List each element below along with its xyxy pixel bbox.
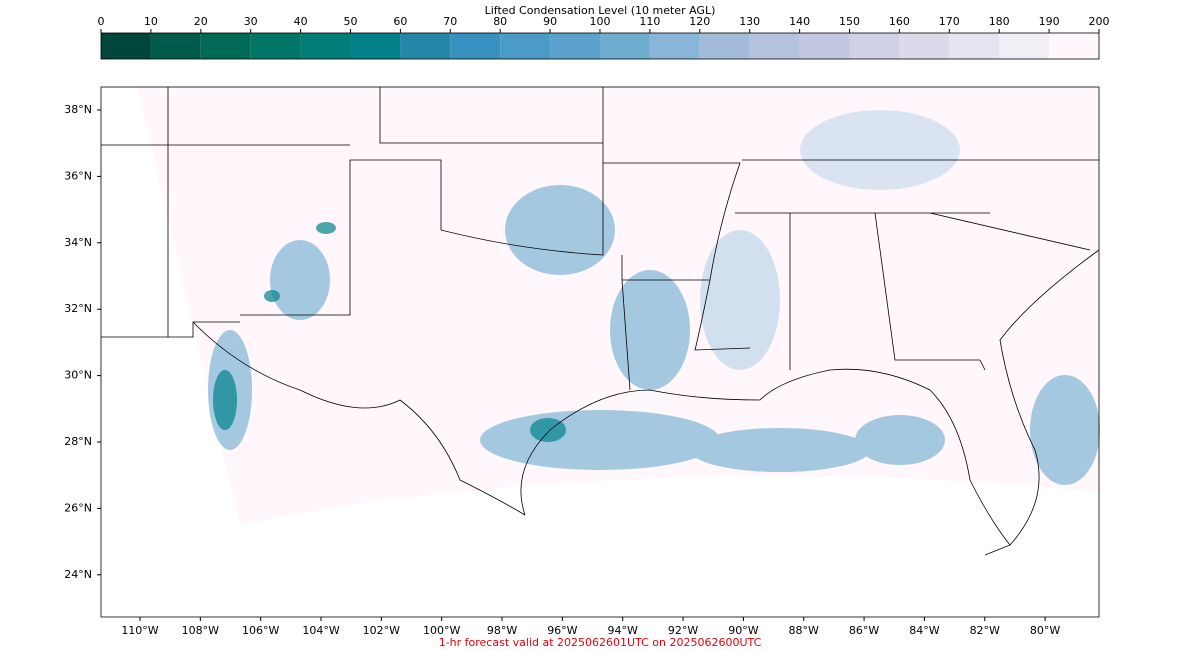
- colorbar-tick-label: 180: [989, 15, 1010, 28]
- map-layer: [100, 86, 1100, 618]
- colorbar-tick-label: 120: [689, 15, 710, 28]
- colorbar-tick-label: 40: [294, 15, 308, 28]
- colorbar-tick-label: 150: [839, 15, 860, 28]
- colorbar-swatch: [1049, 33, 1099, 59]
- colorbar-tick-label: 90: [543, 15, 557, 28]
- colorbar-swatch: [849, 33, 900, 59]
- colorbar-tick-label: 70: [443, 15, 457, 28]
- lat-tick-label: 38°N: [64, 103, 92, 116]
- lon-tick-label: 86°W: [849, 624, 879, 637]
- lon-tick-label: 84°W: [909, 624, 939, 637]
- colorbar-swatch: [101, 33, 151, 59]
- colorbar-swatch: [300, 33, 351, 59]
- lat-tick-label: 30°N: [64, 369, 92, 382]
- colorbar-swatch: [999, 33, 1050, 59]
- colorbar-swatch: [200, 33, 251, 59]
- colorbar-tick-label: 60: [393, 15, 407, 28]
- colorbar-tick-label: 140: [789, 15, 810, 28]
- lat-tick-label: 36°N: [64, 169, 92, 182]
- lat-tick-label: 34°N: [64, 236, 92, 249]
- colorbar-title: Lifted Condensation Level (10 meter AGL): [485, 4, 716, 17]
- colorbar-swatch: [250, 33, 301, 59]
- lon-tick-label: 100°W: [423, 624, 460, 637]
- lat-tick-label: 32°N: [64, 302, 92, 315]
- colorbar-tick-label: 0: [98, 15, 105, 28]
- lon-tick-label: 98°W: [487, 624, 517, 637]
- colorbar-swatch: [749, 33, 800, 59]
- lon-tick-label: 108°W: [182, 624, 219, 637]
- colorbar-tick-label: 200: [1089, 15, 1110, 28]
- lat-tick-label: 24°N: [64, 568, 92, 581]
- colorbar-swatch: [500, 33, 551, 59]
- colorbar-swatch: [649, 33, 700, 59]
- colorbar-swatch: [550, 33, 600, 59]
- colorbar-tick-label: 80: [493, 15, 507, 28]
- colorbar-tick-label: 130: [739, 15, 760, 28]
- lat-tick-label: 28°N: [64, 435, 92, 448]
- lon-tick-label: 90°W: [728, 624, 758, 637]
- lon-tick-label: 106°W: [242, 624, 279, 637]
- lon-tick-label: 82°W: [970, 624, 1000, 637]
- lon-tick-label: 80°W: [1030, 624, 1060, 637]
- colorbar-tick-label: 10: [144, 15, 158, 28]
- colorbar-swatch: [350, 33, 401, 59]
- colorbar-swatch: [400, 33, 451, 59]
- colorbar-tick-label: 50: [344, 15, 358, 28]
- colorbar-tick-label: 30: [244, 15, 258, 28]
- colorbar-swatch: [600, 33, 650, 59]
- colorbar-swatch: [450, 33, 501, 59]
- colorbar-tick-label: 20: [194, 15, 208, 28]
- colorbar-tick-label: 190: [1039, 15, 1060, 28]
- lon-tick-label: 94°W: [608, 624, 638, 637]
- lon-tick-label: 88°W: [789, 624, 819, 637]
- state-borders: [101, 87, 1100, 556]
- lat-tick-label: 26°N: [64, 501, 92, 514]
- lon-tick-label: 102°W: [363, 624, 400, 637]
- colorbar-tick-label: 100: [590, 15, 611, 28]
- colorbar-swatch: [799, 33, 850, 59]
- lon-tick-label: 110°W: [121, 624, 158, 637]
- colorbar-tick-label: 170: [939, 15, 960, 28]
- colorbar-tick-label: 110: [639, 15, 660, 28]
- lon-tick-label: 104°W: [302, 624, 339, 637]
- forecast-footer: 1-hr forecast valid at 2025062601UTC on …: [439, 636, 762, 649]
- map-frame: [100, 86, 1100, 618]
- colorbar-swatch: [899, 33, 950, 59]
- colorbar-swatch: [699, 33, 750, 59]
- colorbar-swatch: [949, 33, 1000, 59]
- field-shading-dark: [213, 222, 566, 442]
- field-shading: [208, 110, 1100, 485]
- lon-tick-label: 96°W: [547, 624, 577, 637]
- lon-tick-label: 92°W: [668, 624, 698, 637]
- colorbar-swatch: [150, 33, 201, 59]
- colorbar-tick-label: 160: [889, 15, 910, 28]
